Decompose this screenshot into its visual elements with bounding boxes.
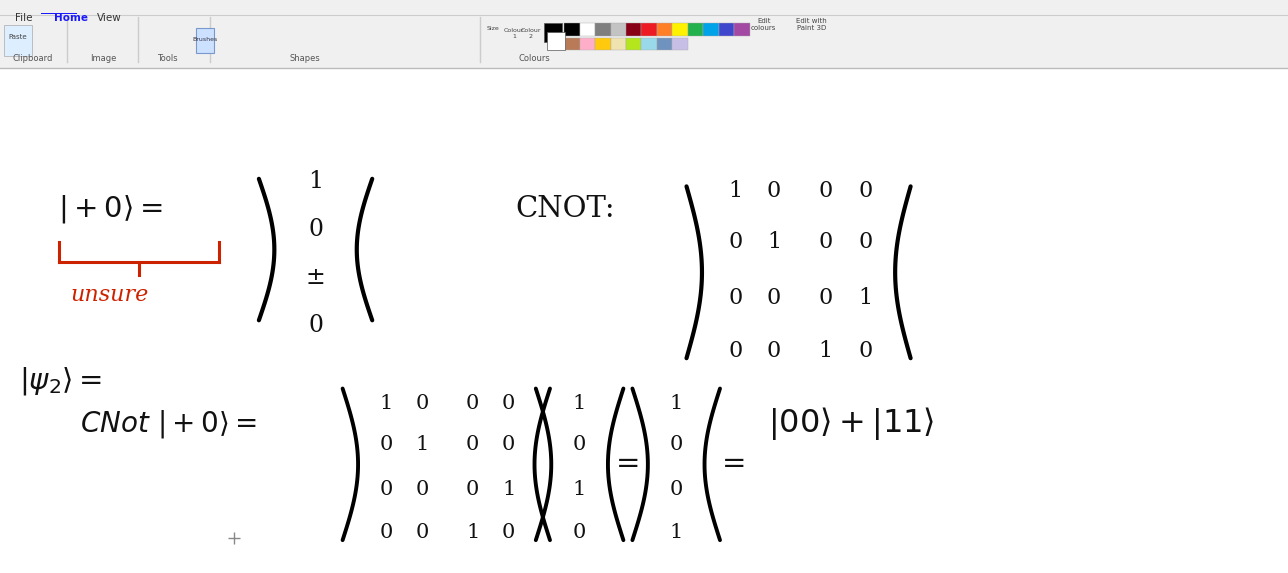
- Text: Image: Image: [90, 54, 116, 63]
- Bar: [41, 13, 77, 14]
- Text: Colour
2: Colour 2: [520, 28, 541, 39]
- Text: 1: 1: [308, 170, 323, 193]
- Bar: [703, 23, 719, 36]
- Text: 1: 1: [573, 480, 586, 499]
- Bar: [0, 68, 1288, 573]
- Bar: [547, 32, 565, 50]
- Text: Colour
1: Colour 1: [504, 28, 524, 39]
- Text: $CNot\ |+0\rangle =$: $CNot\ |+0\rangle =$: [80, 408, 256, 440]
- Bar: [719, 23, 734, 36]
- Text: Size: Size: [487, 26, 500, 32]
- Bar: [0, 0, 1288, 68]
- Text: 0: 0: [728, 340, 743, 362]
- Bar: [672, 38, 688, 50]
- Bar: [196, 28, 214, 53]
- Text: 0: 0: [573, 523, 586, 542]
- Text: 0: 0: [670, 480, 683, 499]
- Text: 1: 1: [380, 394, 393, 413]
- Text: Shapes: Shapes: [290, 54, 321, 63]
- Text: Tools: Tools: [157, 54, 178, 63]
- Text: Clipboard: Clipboard: [12, 54, 53, 63]
- Bar: [688, 23, 703, 36]
- Text: 0: 0: [858, 180, 873, 202]
- Text: 0: 0: [858, 231, 873, 253]
- Bar: [734, 23, 750, 36]
- Bar: [595, 38, 611, 50]
- Text: 0: 0: [380, 480, 393, 499]
- Text: 0: 0: [502, 523, 515, 542]
- Text: 0: 0: [818, 286, 833, 309]
- Text: 1: 1: [819, 340, 832, 362]
- Bar: [595, 23, 611, 36]
- Text: $|+0\rangle =$: $|+0\rangle =$: [58, 193, 162, 225]
- Bar: [657, 23, 672, 36]
- Text: 1: 1: [729, 180, 742, 202]
- Bar: [580, 38, 595, 50]
- Text: 1: 1: [466, 523, 479, 542]
- Text: Colours: Colours: [519, 54, 550, 63]
- Text: 1: 1: [416, 435, 429, 454]
- Text: 1: 1: [768, 231, 781, 253]
- Text: 0: 0: [502, 394, 515, 413]
- Bar: [672, 23, 688, 36]
- Bar: [544, 23, 562, 42]
- Bar: [611, 38, 626, 50]
- Text: 0: 0: [416, 523, 429, 542]
- Text: 0: 0: [308, 218, 323, 241]
- Text: $|\psi_2\rangle=$: $|\psi_2\rangle=$: [19, 365, 103, 397]
- Text: 0: 0: [573, 435, 586, 454]
- Text: CNOT:: CNOT:: [515, 195, 614, 223]
- Text: 0: 0: [858, 340, 873, 362]
- Bar: [641, 23, 657, 36]
- Text: 0: 0: [818, 231, 833, 253]
- Text: 0: 0: [670, 435, 683, 454]
- Text: ±: ±: [305, 266, 326, 289]
- Text: 1: 1: [502, 480, 515, 499]
- Bar: [641, 38, 657, 50]
- Bar: [580, 23, 595, 36]
- Text: 1: 1: [670, 523, 683, 542]
- Bar: [564, 23, 580, 36]
- Text: 1: 1: [573, 394, 586, 413]
- Text: 0: 0: [466, 480, 479, 499]
- Text: 0: 0: [818, 180, 833, 202]
- Text: unsure: unsure: [71, 284, 148, 306]
- Text: 0: 0: [466, 435, 479, 454]
- Text: 1: 1: [670, 394, 683, 413]
- Bar: [564, 38, 580, 50]
- Text: 0: 0: [728, 231, 743, 253]
- Text: 0: 0: [766, 180, 782, 202]
- Text: =: =: [721, 450, 747, 478]
- Text: 0: 0: [416, 394, 429, 413]
- Bar: [657, 38, 672, 50]
- Text: Paste: Paste: [9, 34, 27, 40]
- Bar: [611, 23, 626, 36]
- Bar: [626, 23, 641, 36]
- Text: 0: 0: [308, 314, 323, 337]
- Text: Edit with
Paint 3D: Edit with Paint 3D: [796, 18, 827, 32]
- Text: Edit
colours: Edit colours: [751, 18, 777, 32]
- Text: Home: Home: [54, 13, 88, 22]
- Text: 0: 0: [380, 435, 393, 454]
- Text: View: View: [97, 13, 121, 22]
- Text: 0: 0: [416, 480, 429, 499]
- Text: 0: 0: [380, 523, 393, 542]
- Text: Brushes: Brushes: [192, 37, 218, 42]
- Bar: [4, 25, 32, 56]
- Text: $|00\rangle + |11\rangle$: $|00\rangle + |11\rangle$: [768, 406, 934, 442]
- Text: =: =: [616, 450, 641, 478]
- Text: 0: 0: [466, 394, 479, 413]
- Text: 0: 0: [766, 340, 782, 362]
- Text: 1: 1: [859, 286, 872, 309]
- Bar: [626, 38, 641, 50]
- Text: 0: 0: [502, 435, 515, 454]
- Text: 0: 0: [766, 286, 782, 309]
- Text: 0: 0: [728, 286, 743, 309]
- Text: File: File: [15, 13, 33, 22]
